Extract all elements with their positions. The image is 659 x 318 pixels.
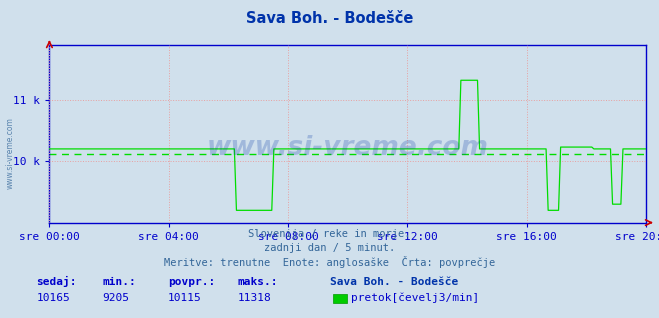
Text: Sava Boh. - Bodešče: Sava Boh. - Bodešče [246,11,413,26]
Text: povpr.:: povpr.: [168,277,215,287]
Text: maks.:: maks.: [237,277,277,287]
Text: min.:: min.: [102,277,136,287]
Text: 10115: 10115 [168,293,202,302]
Text: www.si-vreme.com: www.si-vreme.com [207,135,488,161]
Text: sedaj:: sedaj: [36,276,76,287]
Text: pretok[čevelj3/min]: pretok[čevelj3/min] [351,292,480,302]
Text: 11318: 11318 [237,293,271,302]
Text: Slovenija / reke in morje.: Slovenija / reke in morje. [248,229,411,239]
Text: 10165: 10165 [36,293,70,302]
Text: Meritve: trenutne  Enote: anglosaške  Črta: povprečje: Meritve: trenutne Enote: anglosaške Črta… [164,256,495,267]
Text: 9205: 9205 [102,293,129,302]
Text: www.si-vreme.com: www.si-vreme.com [5,117,14,189]
Text: zadnji dan / 5 minut.: zadnji dan / 5 minut. [264,243,395,253]
Text: Sava Boh. - Bodešče: Sava Boh. - Bodešče [330,277,458,287]
